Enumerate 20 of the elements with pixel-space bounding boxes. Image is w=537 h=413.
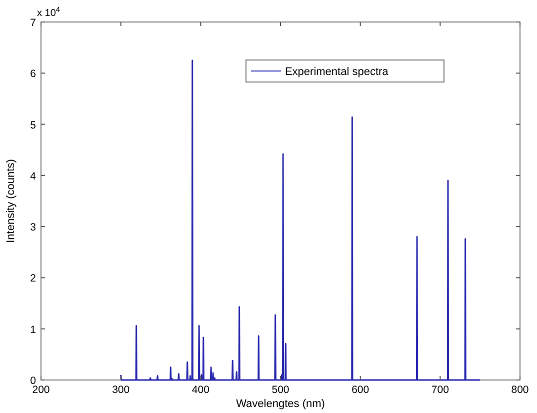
y-axis-title: Intensity (counts) [5, 159, 17, 243]
y-tick-label: 0 [30, 375, 36, 387]
text: x 10$^{4}$ [37, 4, 60, 19]
x-axis-title: Wavelengtes (nm) [236, 398, 325, 410]
y-tick-label: 3 [30, 222, 36, 234]
y-tick-label: 1 [30, 324, 36, 336]
legend-label: Experimental spectra [284, 66, 390, 78]
y-tick-label: 5 [30, 119, 36, 132]
x-tick-label: 700 [431, 384, 450, 396]
line-series [120, 60, 481, 381]
y-tick-label: 4 [30, 170, 36, 182]
y-tick-label: 7 [30, 17, 36, 29]
x-tick-label: 200 [32, 384, 50, 396]
x-tick-label: 600 [352, 384, 370, 396]
x-tick-label: 800 [511, 384, 529, 396]
y-tick-label: 2 [30, 272, 36, 285]
y-tick-label: 6 [30, 68, 36, 80]
x-tick-label: 400 [192, 384, 210, 396]
x-tick-label: 300 [112, 384, 130, 396]
x-tick-label: 500 [272, 384, 290, 396]
